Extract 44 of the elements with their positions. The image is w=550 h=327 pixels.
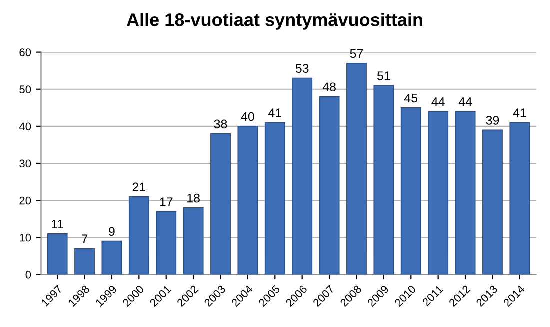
data-label: 40 xyxy=(241,112,254,122)
bar xyxy=(374,85,394,275)
data-label: 41 xyxy=(268,108,282,118)
bar xyxy=(455,111,476,275)
data-label: 39 xyxy=(486,116,500,125)
data-label: 17 xyxy=(160,198,173,206)
data-label: 21 xyxy=(132,182,146,192)
y-tick-label: 50 xyxy=(20,86,32,94)
y-tick-label: 60 xyxy=(20,48,32,56)
bar xyxy=(292,78,313,275)
bar xyxy=(47,233,68,275)
bar xyxy=(482,130,503,275)
data-label: 11 xyxy=(52,220,64,229)
data-label: 48 xyxy=(322,82,336,92)
bar xyxy=(510,122,530,275)
data-label: 7 xyxy=(82,234,88,244)
bar xyxy=(156,211,177,275)
bar xyxy=(74,248,95,275)
chart-title: Alle 18-vuotiaat syntymävuosittain xyxy=(126,13,422,30)
data-label: 44 xyxy=(432,98,445,106)
data-label: 57 xyxy=(350,49,364,58)
bar xyxy=(102,240,122,275)
y-tick-label: 10 xyxy=(20,234,32,242)
data-label: 41 xyxy=(513,108,526,118)
bar xyxy=(128,196,150,275)
data-label: 45 xyxy=(404,94,418,103)
bar xyxy=(210,133,231,275)
data-label: 53 xyxy=(296,64,309,74)
bar xyxy=(238,126,258,275)
data-label: 9 xyxy=(109,227,115,236)
y-tick-label: 0 xyxy=(26,270,32,279)
bar xyxy=(319,96,340,275)
data-label: 44 xyxy=(458,98,472,106)
y-tick-label: 40 xyxy=(19,122,32,131)
data-label: 51 xyxy=(377,72,390,80)
y-tick-label: 30 xyxy=(20,160,32,168)
bar xyxy=(346,63,367,275)
bar xyxy=(183,208,204,275)
data-label: 18 xyxy=(188,194,200,203)
bar xyxy=(264,122,286,275)
y-tick-label: 20 xyxy=(20,196,32,205)
bar xyxy=(400,107,422,275)
bar xyxy=(428,111,449,275)
data-label: 38 xyxy=(214,120,228,129)
